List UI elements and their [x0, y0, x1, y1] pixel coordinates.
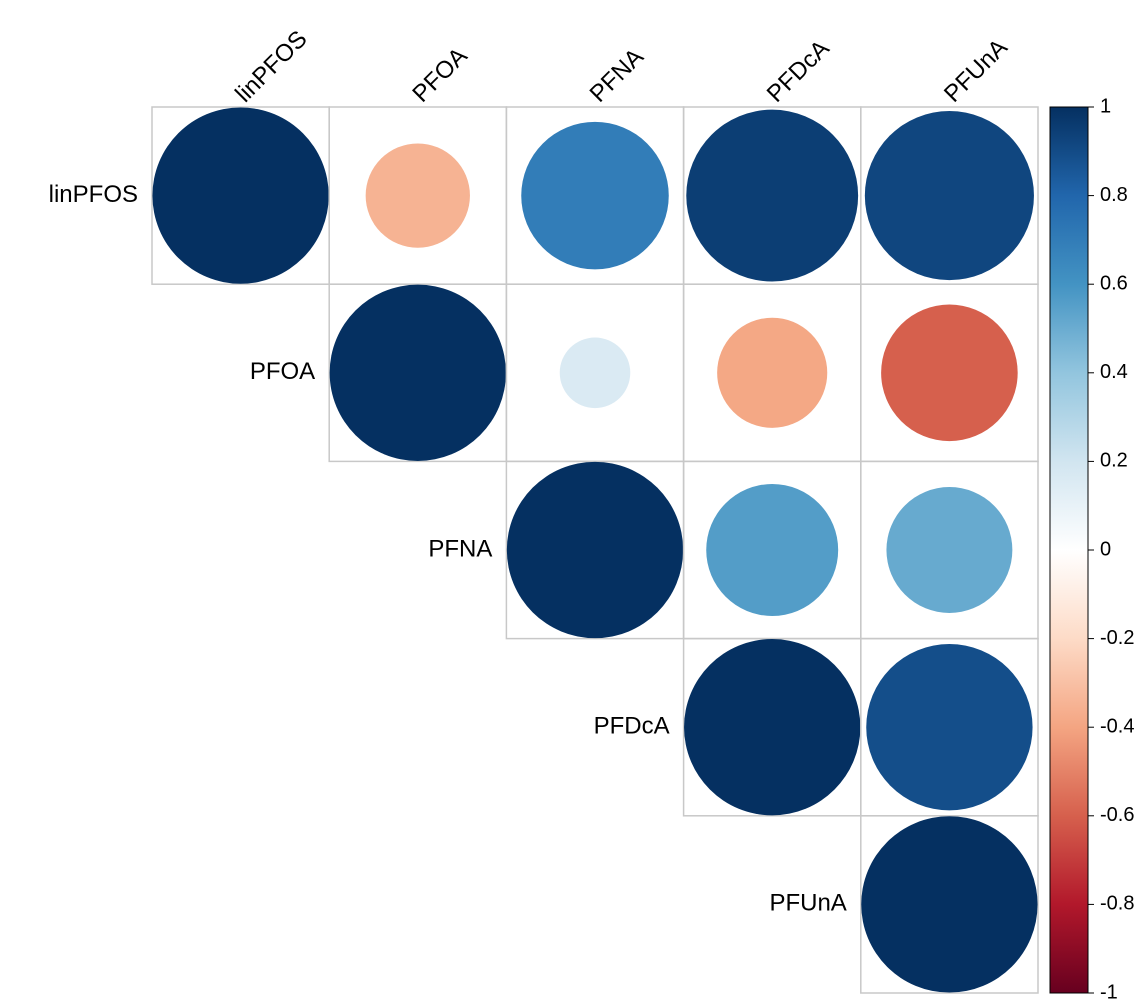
column-label: PFNA [585, 43, 649, 107]
corr-circle [881, 304, 1018, 442]
corr-circle [864, 111, 1034, 281]
column-label: PFUnA [939, 34, 1013, 108]
colorbar-tick-label: -0.4 [1100, 715, 1134, 737]
corr-circle [886, 487, 1013, 613]
colorbar-tick-label: -0.8 [1100, 893, 1134, 915]
corr-circle [717, 317, 828, 428]
row-label: PFNA [428, 535, 492, 562]
column-label: PFDcA [762, 35, 835, 108]
corr-circle [152, 107, 329, 284]
row-label: PFUnA [769, 890, 846, 917]
row-label: PFOA [250, 358, 315, 385]
colorbar [1049, 106, 1089, 994]
colorbar-tick-label: -1 [1100, 981, 1118, 1003]
corr-circle [521, 121, 669, 270]
corr-circle [866, 644, 1033, 811]
corr-circle [706, 484, 839, 616]
row-label: PFDcA [594, 713, 670, 740]
row-label: linPFOS [49, 181, 138, 208]
corr-circle [329, 284, 506, 461]
corr-circle [686, 109, 859, 282]
column-label: PFOA [407, 42, 472, 107]
corr-circle [559, 337, 631, 409]
colorbar-tick-label: 0.8 [1100, 184, 1128, 206]
colorbar-tick-label: 0.6 [1100, 272, 1128, 294]
colorbar-tick-label: -0.2 [1100, 627, 1134, 649]
corr-circle [506, 461, 684, 639]
cell [860, 815, 1039, 994]
corr-circle [684, 639, 861, 816]
colorbar-tick-label: 1 [1100, 95, 1111, 117]
colorbar-tick-label: 0 [1100, 538, 1111, 560]
colorbar-tick-label: 0.4 [1100, 361, 1128, 383]
corr-circle [861, 816, 1038, 993]
colorbar-tick-label: 0.2 [1100, 450, 1128, 472]
colorbar-tick-label: -0.6 [1100, 804, 1134, 826]
column-label: linPFOS [230, 25, 312, 107]
corr-circle [365, 143, 470, 248]
